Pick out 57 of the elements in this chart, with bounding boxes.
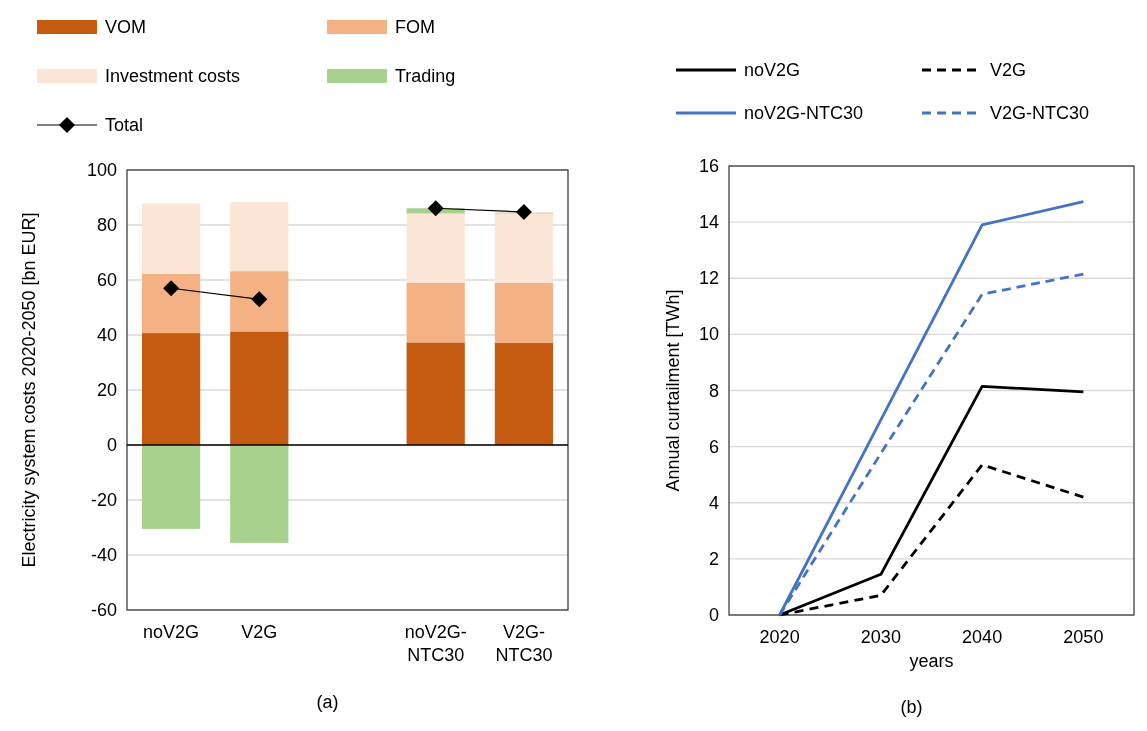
bar	[406, 342, 465, 445]
legend-label: noV2G	[744, 60, 801, 80]
y-axis-title: Electricity system costs 2020-2050 [bn EUR]	[19, 212, 39, 568]
x-tick-label: 2040	[962, 627, 1003, 647]
bar	[230, 445, 289, 543]
x-tick-label: 2020	[759, 627, 800, 647]
x-tick-label: noV2G-NTC30	[404, 622, 467, 665]
point	[427, 200, 444, 217]
bar	[406, 213, 465, 283]
bar	[141, 333, 201, 445]
bar	[141, 203, 201, 274]
y-tick-label: 8	[708, 380, 719, 401]
bar	[230, 331, 289, 445]
legend-label: Total	[105, 115, 144, 135]
y-tick-label: 12	[698, 268, 719, 289]
bar	[494, 342, 554, 445]
text: (b)	[900, 697, 923, 717]
legend-label: V2G-NTC30	[990, 103, 1090, 123]
y-tick-label: 80	[96, 215, 117, 235]
x-tick-label: V2G	[241, 622, 278, 642]
point	[515, 204, 532, 221]
y-tick-label: -20	[90, 490, 117, 510]
y-axis-title: Annual curtailment [TWh]	[663, 289, 683, 492]
y-tick-label: 20	[96, 380, 117, 400]
y-tick-label: 60	[96, 270, 117, 290]
legend-label: FOM	[395, 17, 435, 37]
legend-label: Investment costs	[105, 66, 241, 86]
y-tick-label: 6	[708, 436, 719, 457]
y-tick-label: -40	[90, 545, 117, 565]
y-tick-label: 10	[698, 324, 719, 345]
point	[163, 280, 180, 297]
y-tick-label: 40	[96, 325, 117, 345]
legend-label: Trading	[395, 66, 456, 86]
y-tick-label: 2	[708, 548, 719, 569]
y-tick-label: 4	[708, 492, 719, 513]
x-tick-label: V2G-NTC30	[495, 622, 553, 665]
x-tick-label: 2030	[860, 627, 901, 647]
bar	[141, 445, 201, 529]
y-tick-label: 0	[708, 605, 719, 625]
y-tick-label: 0	[106, 435, 117, 455]
x-tick-label: noV2G	[143, 622, 200, 642]
legend-label: VOM	[105, 17, 147, 37]
legend-label: noV2G-NTC30	[744, 103, 864, 123]
bar	[406, 282, 465, 343]
bar	[494, 282, 554, 343]
y-tick-label: -60	[90, 600, 117, 620]
x-axis-title: years	[909, 651, 954, 671]
bar	[230, 271, 289, 332]
y-tick-label: 16	[698, 156, 719, 176]
bar	[230, 201, 289, 272]
y-tick-label: 100	[86, 160, 117, 180]
legend-label: V2G	[990, 60, 1027, 80]
y-tick-label: 14	[698, 212, 719, 233]
x-tick-label: 2050	[1063, 627, 1104, 647]
text: (a)	[316, 692, 339, 712]
bar	[141, 273, 201, 334]
bar	[494, 213, 554, 283]
